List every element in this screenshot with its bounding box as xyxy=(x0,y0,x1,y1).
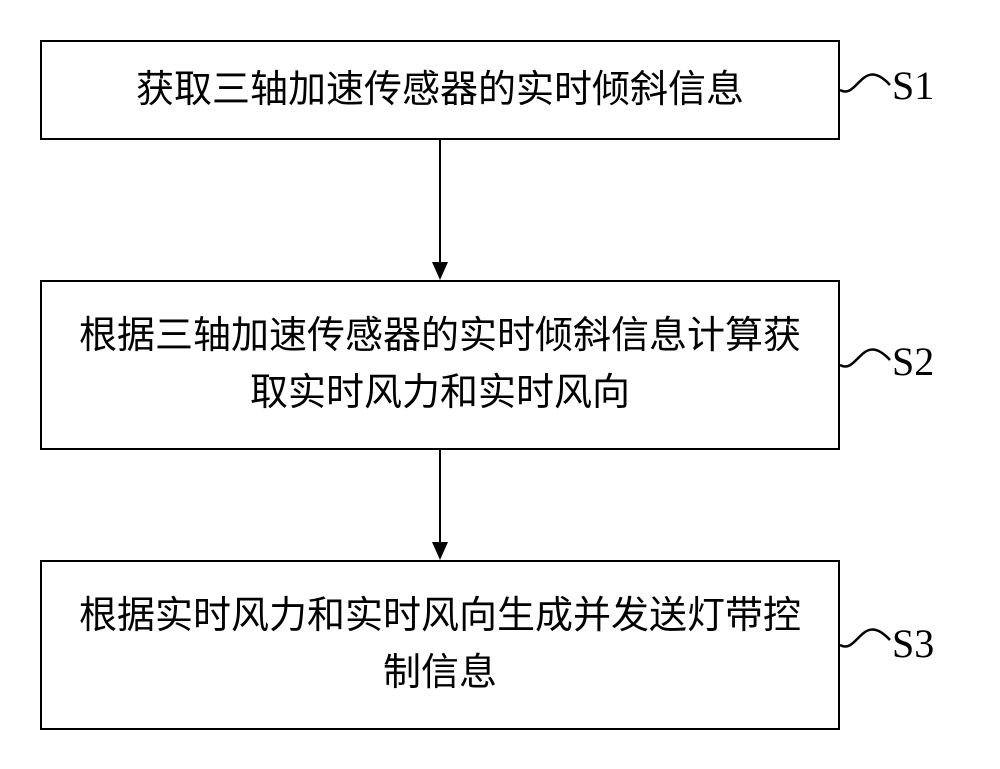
flow-arrow-head xyxy=(432,542,448,560)
step-label-l3: S3 xyxy=(892,620,934,667)
flow-step-text: 获取三轴加速传感器的实时倾斜信息 xyxy=(136,62,744,119)
flow-step-s3: 根据实时风力和实时风向生成并发送灯带控制信息 xyxy=(40,560,840,730)
flow-arrow-head xyxy=(432,262,448,280)
label-connector xyxy=(840,350,890,367)
label-connector xyxy=(840,630,890,647)
flow-step-s2: 根据三轴加速传感器的实时倾斜信息计算获取实时风力和实时风向 xyxy=(40,280,840,450)
flow-step-text: 根据三轴加速传感器的实时倾斜信息计算获取实时风力和实时风向 xyxy=(62,308,818,422)
flow-step-s1: 获取三轴加速传感器的实时倾斜信息 xyxy=(40,40,840,140)
step-label-l1: S1 xyxy=(892,62,934,109)
step-label-l2: S2 xyxy=(892,338,934,385)
flow-step-text: 根据实时风力和实时风向生成并发送灯带控制信息 xyxy=(62,588,818,702)
label-connector xyxy=(840,75,890,92)
